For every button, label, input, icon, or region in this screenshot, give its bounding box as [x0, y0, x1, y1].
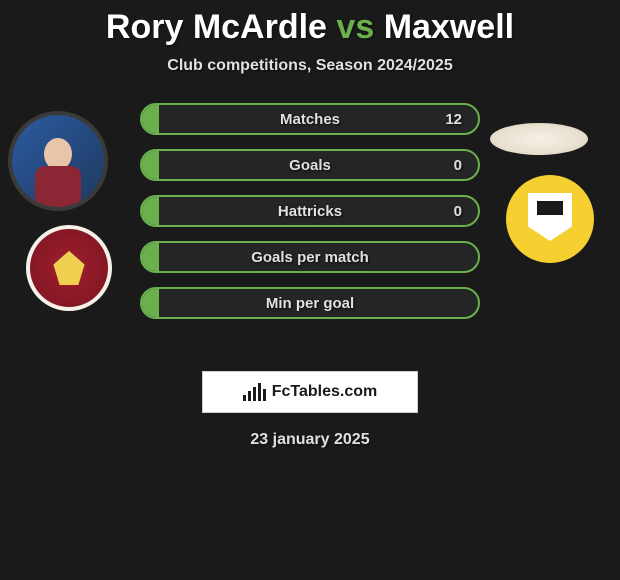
bar-icon	[248, 391, 251, 401]
stat-fill	[142, 289, 159, 317]
player2-avatar	[490, 123, 588, 155]
player1-avatar	[8, 111, 108, 211]
stat-fill	[142, 197, 159, 225]
bar-icon	[258, 383, 261, 401]
bar-icon	[243, 395, 246, 401]
stat-label: Min per goal	[266, 295, 354, 312]
main-content: Matches 12 Goals 0 Hattricks 0 Goals per…	[0, 103, 620, 363]
stat-label: Matches	[280, 111, 340, 128]
stat-label: Hattricks	[278, 203, 342, 220]
bar-icon	[263, 389, 266, 401]
title-vs: vs	[336, 8, 374, 46]
stat-bar-goals: Goals 0	[140, 149, 480, 181]
stat-bar-goals-per-match: Goals per match	[140, 241, 480, 273]
stat-fill	[142, 243, 159, 271]
date-label: 23 january 2025	[0, 431, 620, 449]
subtitle: Club competitions, Season 2024/2025	[0, 57, 620, 75]
stat-label: Goals per match	[251, 249, 369, 266]
page-title: Rory McArdle vs Maxwell	[0, 8, 620, 47]
stat-value: 0	[454, 157, 462, 174]
player1-club-crest	[26, 225, 112, 311]
stat-label: Goals	[289, 157, 331, 174]
stat-fill	[142, 105, 159, 133]
stat-value: 0	[454, 203, 462, 220]
stat-bar-hattricks: Hattricks 0	[140, 195, 480, 227]
stat-bar-matches: Matches 12	[140, 103, 480, 135]
stat-bar-min-per-goal: Min per goal	[140, 287, 480, 319]
stat-value: 12	[445, 111, 462, 128]
bar-icon	[253, 387, 256, 401]
brand-text: FcTables.com	[272, 383, 378, 401]
title-player1: Rory McArdle	[106, 8, 327, 46]
title-player2: Maxwell	[384, 8, 514, 46]
brand-bars-icon	[243, 383, 266, 401]
stats-list: Matches 12 Goals 0 Hattricks 0 Goals per…	[140, 103, 480, 333]
stat-fill	[142, 151, 159, 179]
brand-logo: FcTables.com	[202, 371, 418, 413]
infographic-root: Rory McArdle vs Maxwell Club competition…	[0, 0, 620, 449]
player2-club-crest	[506, 175, 594, 263]
